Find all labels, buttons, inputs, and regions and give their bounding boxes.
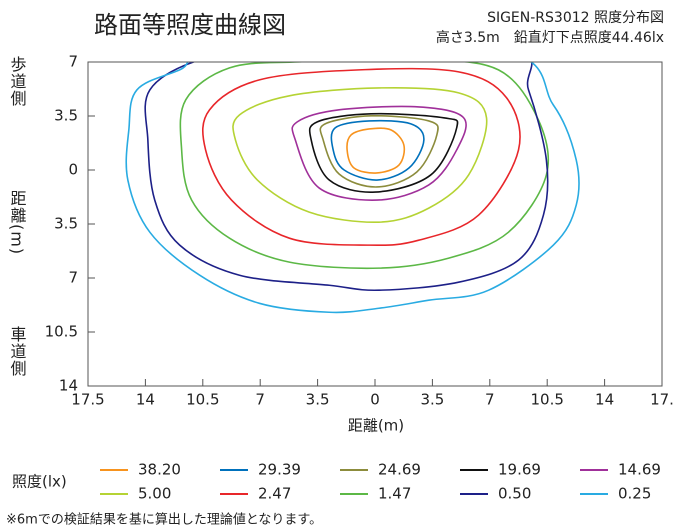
y-axis-label: 距離(m) [8,190,27,255]
y-tick-label: 3.5 [54,215,78,233]
legend-label: 24.69 [378,461,421,479]
contour-line [346,127,406,174]
x-tick-label: 7 [255,391,265,409]
y-tick-label: 14 [59,377,78,395]
contour-line [319,114,439,188]
x-tick-label: 0 [370,391,380,409]
x-tick-label: 14 [595,391,614,409]
contour-line [330,119,425,181]
legend-label: 1.47 [378,485,411,503]
chart-title: 路面等照度曲線図 [94,11,286,39]
contour-line [179,62,550,270]
contour-line [202,67,521,247]
y-tick-label: 3.5 [54,107,78,125]
contour-line [291,105,467,201]
x-tick-label: 17.5 [71,391,104,409]
contour-line [308,112,459,193]
legend-label: 0.50 [498,485,531,503]
contour-line [144,62,549,292]
x-tick-label: 10.5 [186,391,219,409]
x-axis-label: 距離(m) [348,417,404,435]
plot-frame [87,61,663,387]
legend-label: 29.39 [258,461,301,479]
y-tick-label: 7 [68,269,78,287]
x-tick-label: 7 [485,391,495,409]
x-tick-label: 3.5 [420,391,444,409]
legend-label: 38.20 [138,461,181,479]
contour-line [232,86,488,224]
legend-label: 0.25 [618,485,651,503]
x-tick-label: 10.5 [530,391,563,409]
x-tick-label: 3.5 [306,391,330,409]
subtitle: 高さ3.5m 鉛直灯下点照度44.46lx [436,29,664,46]
subtitle: SIGEN-RS3012 照度分布図 [487,10,664,26]
x-tick-label: 17. [650,391,674,409]
y-tick-label: 0 [68,161,78,179]
legend-label: 2.47 [258,485,291,503]
legend-title: 照度(lx) [12,473,67,491]
legend-label: 5.00 [138,485,171,503]
legend-label: 19.69 [498,461,541,479]
x-tick-label: 14 [136,391,155,409]
footnote: ※6mでの検証結果を基に算出した理論値となります。 [6,512,322,528]
y-label-top: 歩道側 [8,56,27,107]
y-tick-label: 7 [68,53,78,71]
legend-label: 14.69 [618,461,661,479]
y-label-bottom: 車道側 [8,326,27,377]
contour-line [125,62,580,314]
plot-area [125,62,580,314]
y-tick-label: 10.5 [45,323,78,341]
